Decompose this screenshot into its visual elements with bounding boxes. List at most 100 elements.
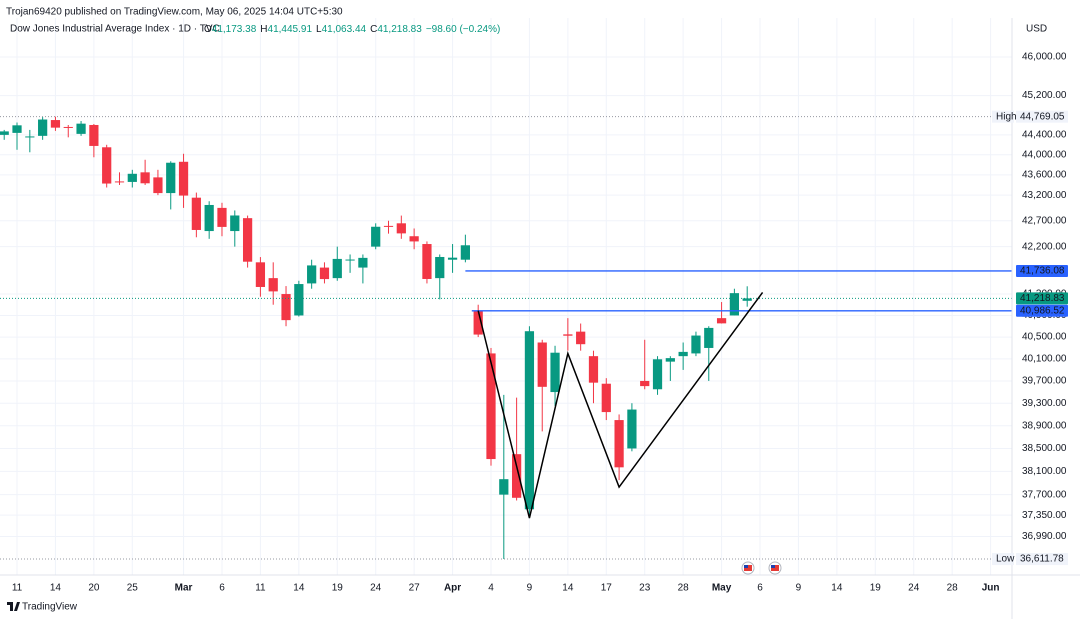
pattern-line bbox=[477, 292, 764, 519]
x-tick-label: May bbox=[712, 583, 732, 594]
y-tick-label: 42,200.00 bbox=[1022, 241, 1067, 252]
candle-body bbox=[486, 353, 496, 460]
candle-body bbox=[409, 236, 419, 242]
candle-body bbox=[447, 257, 458, 260]
candle-body bbox=[217, 207, 227, 227]
price-label: 41,736.08 bbox=[1020, 266, 1065, 277]
extreme-value: 44,769.05 bbox=[1020, 111, 1065, 122]
y-tick-label: 37,700.00 bbox=[1022, 489, 1067, 500]
x-tick-label: 14 bbox=[293, 583, 305, 594]
candle-body bbox=[153, 177, 163, 194]
y-tick-label: 39,300.00 bbox=[1022, 398, 1067, 409]
candle-body bbox=[127, 173, 137, 182]
x-tick-label: 4 bbox=[488, 583, 494, 594]
candle-body bbox=[576, 331, 586, 345]
y-tick-label: 39,700.00 bbox=[1022, 376, 1067, 387]
x-tick-label: 9 bbox=[527, 583, 533, 594]
candle-body bbox=[281, 294, 291, 321]
publisher-line: Trojan69420 published on TradingView.com… bbox=[6, 7, 343, 18]
x-tick-label: 24 bbox=[908, 583, 920, 594]
x-tick-label: Jun bbox=[982, 583, 1000, 594]
price-label-box bbox=[1016, 292, 1068, 305]
candle-body bbox=[76, 123, 86, 134]
candle-body bbox=[371, 226, 381, 247]
extreme-name-box bbox=[992, 553, 1014, 566]
extreme-value-box bbox=[1016, 110, 1068, 123]
candle-body bbox=[601, 383, 611, 413]
candle-body bbox=[242, 218, 253, 262]
time-axis: 11 14 20 25 Mar 6 11 14 19 24 27 Apr 4 9 14 17 23 28 May 6 9… bbox=[12, 583, 1000, 594]
x-tick-label: 28 bbox=[678, 583, 690, 594]
candle-body bbox=[422, 244, 432, 279]
x-tick-label: Apr bbox=[444, 583, 461, 594]
candle-body bbox=[294, 284, 304, 316]
legend-key: H bbox=[260, 24, 267, 35]
candle-body bbox=[114, 181, 125, 183]
y-tick-label: 38,500.00 bbox=[1022, 443, 1067, 454]
candle-body bbox=[678, 351, 688, 357]
flag-canton bbox=[771, 565, 775, 568]
candle-body bbox=[89, 124, 99, 146]
candle-body bbox=[473, 310, 483, 335]
candle-body bbox=[50, 120, 61, 128]
x-tick-label: 14 bbox=[831, 583, 843, 594]
x-tick-label: 23 bbox=[639, 583, 651, 594]
price-label-box bbox=[1016, 264, 1068, 277]
candle-body bbox=[665, 358, 675, 362]
legend-change: −98.60 (−0.24%) bbox=[426, 24, 501, 35]
legend-value: 41,218.83 bbox=[377, 24, 422, 35]
event-icons bbox=[741, 561, 782, 575]
candle-body bbox=[166, 162, 176, 194]
ohlc-legend: O41,173.38 H41,445.91 L41,063.44 C41,218.83… bbox=[204, 24, 500, 35]
candle-body bbox=[383, 225, 394, 227]
candle-body bbox=[307, 265, 317, 284]
brand-name: TradingView bbox=[22, 602, 78, 613]
candle-body bbox=[537, 342, 547, 387]
y-tick-label: 40,500.00 bbox=[1022, 332, 1067, 343]
x-tick-label: 9 bbox=[796, 583, 802, 594]
extreme-name: High bbox=[996, 111, 1017, 122]
candle-body bbox=[204, 204, 214, 232]
x-tick-label: 28 bbox=[947, 583, 959, 594]
candle-body bbox=[550, 352, 560, 393]
candle-body bbox=[435, 256, 445, 279]
candle-body bbox=[12, 125, 22, 133]
candle-body bbox=[358, 257, 368, 268]
x-tick-label: 6 bbox=[219, 583, 225, 594]
candle-body bbox=[191, 197, 201, 230]
candle-body bbox=[640, 380, 650, 387]
y-tick-label: 36,990.00 bbox=[1022, 531, 1067, 542]
candle-body bbox=[255, 262, 266, 287]
x-tick-label: 14 bbox=[562, 583, 574, 594]
brand-logo: TradingView bbox=[7, 602, 78, 613]
candle-body bbox=[691, 335, 701, 354]
price-label: 41,218.83 bbox=[1020, 293, 1065, 304]
legend-key: L bbox=[316, 24, 322, 35]
y-tick-label: 45,200.00 bbox=[1022, 90, 1067, 101]
y-tick-label: 37,350.00 bbox=[1022, 510, 1067, 521]
x-tick-label: 14 bbox=[50, 583, 62, 594]
candle-body bbox=[512, 454, 522, 498]
x-tick-label: 11 bbox=[12, 583, 23, 594]
candle-body bbox=[38, 119, 48, 136]
candle-body bbox=[332, 258, 342, 279]
candle-body bbox=[499, 479, 509, 495]
candle-body bbox=[0, 131, 9, 135]
x-tick-label: 19 bbox=[332, 583, 344, 594]
y-tick-label: 40,100.00 bbox=[1022, 354, 1067, 365]
y-tick-label: 38,100.00 bbox=[1022, 466, 1067, 477]
currency-label: USD bbox=[1026, 24, 1047, 35]
candle-body bbox=[652, 359, 663, 390]
logo-mark bbox=[7, 602, 20, 611]
price-label: 40,986.52 bbox=[1020, 305, 1065, 316]
candle-body bbox=[102, 147, 112, 184]
candle-body bbox=[178, 161, 189, 196]
plot-area bbox=[0, 116, 1012, 560]
legend-value: 41,063.44 bbox=[322, 24, 367, 35]
candle-body bbox=[460, 245, 470, 260]
x-tick-label: 27 bbox=[409, 583, 421, 594]
x-tick-label: 11 bbox=[255, 583, 266, 594]
y-tick-label: 42,700.00 bbox=[1022, 215, 1067, 226]
